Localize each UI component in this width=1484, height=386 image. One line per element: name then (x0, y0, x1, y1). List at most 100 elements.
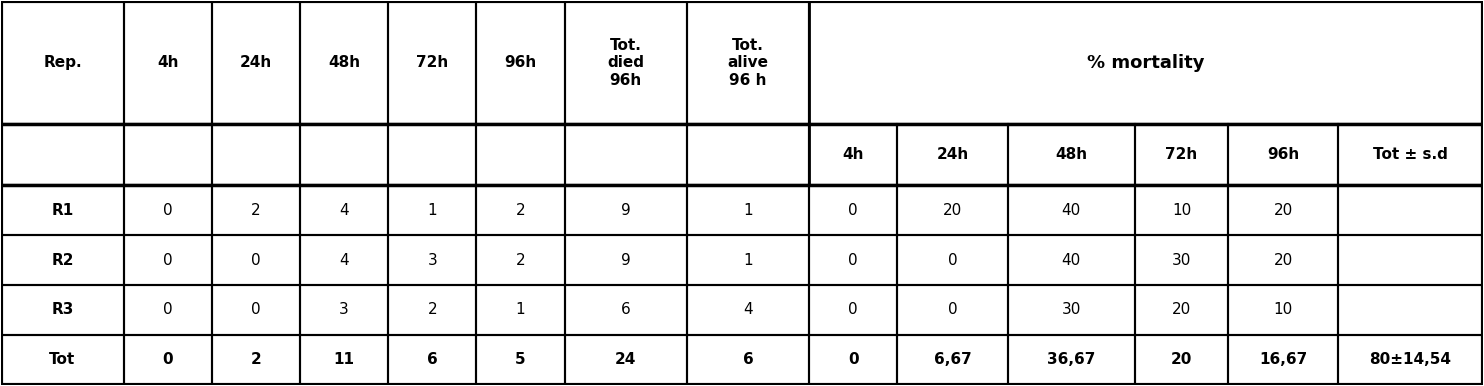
Bar (1135, 185, 1229, 235)
Bar (1, 124, 123, 185)
Bar (687, 235, 809, 285)
Text: 0: 0 (849, 302, 858, 317)
Bar (1008, 285, 1135, 335)
Text: 2: 2 (427, 302, 438, 317)
Bar (300, 335, 389, 384)
Text: 2: 2 (251, 203, 261, 218)
Text: 0: 0 (847, 352, 858, 367)
Bar (1, 335, 123, 384)
Bar (809, 235, 898, 285)
Text: 2: 2 (516, 203, 525, 218)
Bar (1339, 335, 1483, 384)
Bar (389, 124, 476, 185)
Bar (1339, 235, 1483, 285)
Bar (1, 285, 123, 335)
Text: % mortality: % mortality (1088, 54, 1205, 72)
Bar (809, 124, 898, 185)
Text: 72h: 72h (1165, 147, 1198, 162)
Bar (300, 185, 389, 235)
Text: 0: 0 (849, 203, 858, 218)
Bar (212, 285, 300, 335)
Text: 16,67: 16,67 (1258, 352, 1307, 367)
Text: 6,67: 6,67 (933, 352, 971, 367)
Bar (565, 2, 687, 124)
Text: 3: 3 (340, 302, 349, 317)
Text: 6: 6 (620, 302, 631, 317)
Bar (1135, 285, 1229, 335)
Bar (123, 335, 212, 384)
Text: 30: 30 (1061, 302, 1080, 317)
Text: 0: 0 (163, 203, 172, 218)
Text: 0: 0 (163, 302, 172, 317)
Bar (898, 335, 1008, 384)
Text: 2: 2 (251, 352, 261, 367)
Text: 5: 5 (515, 352, 525, 367)
Text: 48h: 48h (1055, 147, 1088, 162)
Bar (300, 2, 389, 124)
Text: R1: R1 (52, 203, 74, 218)
Text: 20: 20 (942, 203, 962, 218)
Bar (687, 335, 809, 384)
Bar (1, 185, 123, 235)
Bar (809, 335, 898, 384)
Text: R2: R2 (52, 252, 74, 267)
Text: 20: 20 (1171, 352, 1192, 367)
Text: 0: 0 (251, 302, 261, 317)
Text: 24: 24 (614, 352, 637, 367)
Text: 4: 4 (340, 252, 349, 267)
Text: 3: 3 (427, 252, 438, 267)
Text: 24h: 24h (936, 147, 969, 162)
Text: 20: 20 (1172, 302, 1192, 317)
Bar (389, 335, 476, 384)
Bar (389, 2, 476, 124)
Bar (809, 285, 898, 335)
Bar (898, 285, 1008, 335)
Text: 20: 20 (1273, 252, 1293, 267)
Bar (1008, 124, 1135, 185)
Text: Tot: Tot (49, 352, 76, 367)
Bar (565, 185, 687, 235)
Bar (300, 285, 389, 335)
Text: 2: 2 (516, 252, 525, 267)
Bar (1339, 124, 1483, 185)
Bar (123, 2, 212, 124)
Bar (565, 285, 687, 335)
Text: 0: 0 (948, 252, 957, 267)
Text: Tot.
alive
96 h: Tot. alive 96 h (727, 38, 769, 88)
Bar (1229, 235, 1339, 285)
Text: 4h: 4h (157, 55, 178, 70)
Bar (123, 185, 212, 235)
Text: 48h: 48h (328, 55, 361, 70)
Bar (898, 124, 1008, 185)
Text: Tot.
died
96h: Tot. died 96h (607, 38, 644, 88)
Text: 1: 1 (743, 203, 752, 218)
Bar (300, 124, 389, 185)
Bar (1135, 124, 1229, 185)
Text: 1: 1 (427, 203, 438, 218)
Bar (1339, 285, 1483, 335)
Bar (687, 285, 809, 335)
Bar (300, 235, 389, 285)
Bar (809, 185, 898, 235)
Bar (1008, 335, 1135, 384)
Text: 0: 0 (163, 252, 172, 267)
Text: 24h: 24h (240, 55, 272, 70)
Bar (123, 124, 212, 185)
Bar (687, 2, 809, 124)
Bar (476, 185, 565, 235)
Text: Rep.: Rep. (43, 55, 82, 70)
Bar (1, 235, 123, 285)
Bar (389, 235, 476, 285)
Text: Tot ± s.d: Tot ± s.d (1373, 147, 1448, 162)
Text: 10: 10 (1273, 302, 1293, 317)
Bar (212, 235, 300, 285)
Text: 4h: 4h (843, 147, 864, 162)
Bar (1008, 185, 1135, 235)
Text: 0: 0 (948, 302, 957, 317)
Text: 40: 40 (1061, 203, 1080, 218)
Bar (476, 235, 565, 285)
Text: 80±14,54: 80±14,54 (1370, 352, 1451, 367)
Text: 4: 4 (743, 302, 752, 317)
Bar (1339, 185, 1483, 235)
Text: 96h: 96h (1267, 147, 1300, 162)
